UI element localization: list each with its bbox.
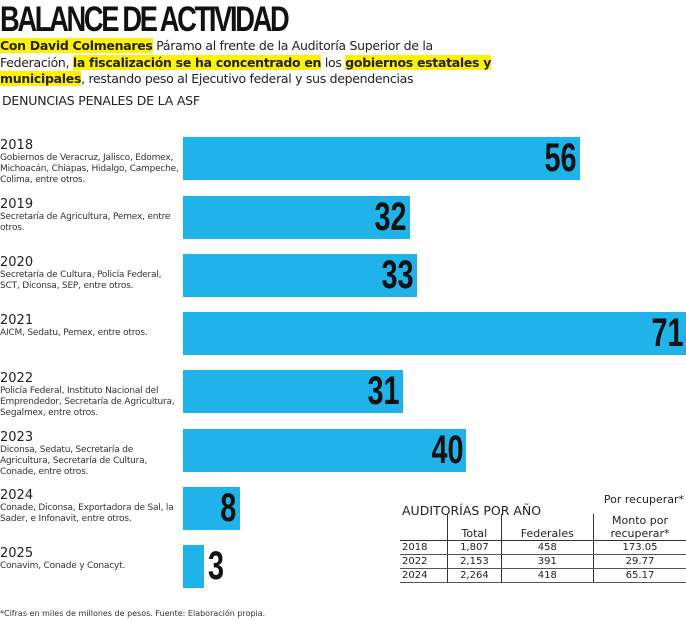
table-header: Total [447,514,502,541]
year-label: 2019 [0,197,34,212]
year-label: 2018 [0,138,34,153]
table-cell: 29.77 [593,554,686,569]
table-note: Por recuperar* [603,493,684,506]
data-label: 32 [374,195,407,239]
subtitle: Con David Colmenares Páramo al frente de… [0,38,500,88]
audits-table: Total Federales Monto por recuperar* 201… [400,514,686,583]
table-row: 2022 2,153 391 29.77 [400,554,686,569]
category-label: 2023 Diconsa, Sedatu, Secretaría de Agric… [0,431,180,478]
category-description: Conade, Diconsa, Exportadora de Sal, la … [0,503,174,524]
year-label: 2022 [0,371,34,386]
data-label: 31 [367,369,400,413]
table-cell: 173.05 [593,540,686,555]
table-row: 2024 2,264 418 65.17 [400,568,686,583]
bar-2023 [183,429,467,472]
year-label: 2025 [0,546,34,561]
data-label: 3 [208,544,225,588]
year-label: 2023 [0,430,34,445]
subtitle-highlight: Con David Colmenares [0,38,153,53]
year-label: 2024 [0,488,34,503]
category-label: 2022 Policía Federal, Instituto Nacional … [0,372,180,419]
category-label: 2024 Conade, Diconsa, Exportadora de Sal,… [0,489,180,525]
category-label: 2020 Secretaría de Cultura, Policía Feder… [0,256,180,292]
category-label: 2018 Gobiernos de Veracruz, Jalisco, Edom… [0,139,180,186]
year-label: 2021 [0,313,34,328]
table-cell: 418 [500,568,594,583]
category-description: Secretaría de Agricultura, Pemex, entre … [0,212,171,233]
category-description: Diconsa, Sedatu, Secretaría de Agricultu… [0,445,148,477]
bar-2021 [183,312,686,355]
bar-2020 [183,254,417,297]
table-header: Federales [500,514,594,541]
data-label: 40 [431,428,464,472]
category-description: Gobiernos de Veracruz, Jalisco, Edomex, … [0,153,179,185]
table-cell: 391 [500,554,594,569]
footnote: *Cifras en miles de millones de pesos. F… [0,609,266,618]
table-cell: 458 [500,540,594,555]
table-header: Monto por recuperar* [593,514,686,541]
table-cell: 2022 [400,554,448,569]
data-label: 71 [650,311,683,355]
bar-2025 [183,545,205,588]
data-label: 33 [381,253,414,297]
table-cell: 2,264 [447,568,502,583]
category-label: 2019 Secretaría de Agricultura, Pemex, en… [0,198,180,234]
category-description: Conavim, Conade y Conacyt. [0,561,126,571]
category-description: AICM, Sedatu, Pemex, entre otros. [0,328,148,338]
table-cell: 2024 [400,568,448,583]
table-header [400,514,448,541]
category-description: Secretaría de Cultura, Policía Federal, … [0,270,162,291]
bar-2024 [183,487,240,530]
table-row: 2018 1,807 458 173.05 [400,540,686,555]
subtitle-text: los [321,54,346,70]
section-title: DENUNCIAS PENALES DE LA ASF [2,93,200,108]
table-cell: 2018 [400,540,448,555]
data-label: 8 [220,486,237,530]
data-label: 56 [544,136,577,180]
bar-2019 [183,196,410,239]
table-cell: 1,807 [447,540,502,555]
table-cell: 65.17 [593,568,686,583]
bar-2022 [183,370,403,413]
year-label: 2020 [0,255,34,270]
bar-2018 [183,137,580,180]
page-title: BALANCE DE ACTIVIDAD [0,0,290,39]
table-cell: 2,153 [447,554,502,569]
category-label: 2021 AICM, Sedatu, Pemex, entre otros. [0,314,180,339]
subtitle-highlight: la fiscalización se ha concentrado en [72,54,322,70]
subtitle-text: , restando peso al Ejecutivo federal y s… [81,71,414,86]
category-description: Policía Federal, Instituto Nacional del … [0,386,175,418]
subtitle-text: Páramo al frente de la Auditoría Superio… [0,38,433,70]
category-label: 2025 Conavim, Conade y Conacyt. [0,547,180,572]
